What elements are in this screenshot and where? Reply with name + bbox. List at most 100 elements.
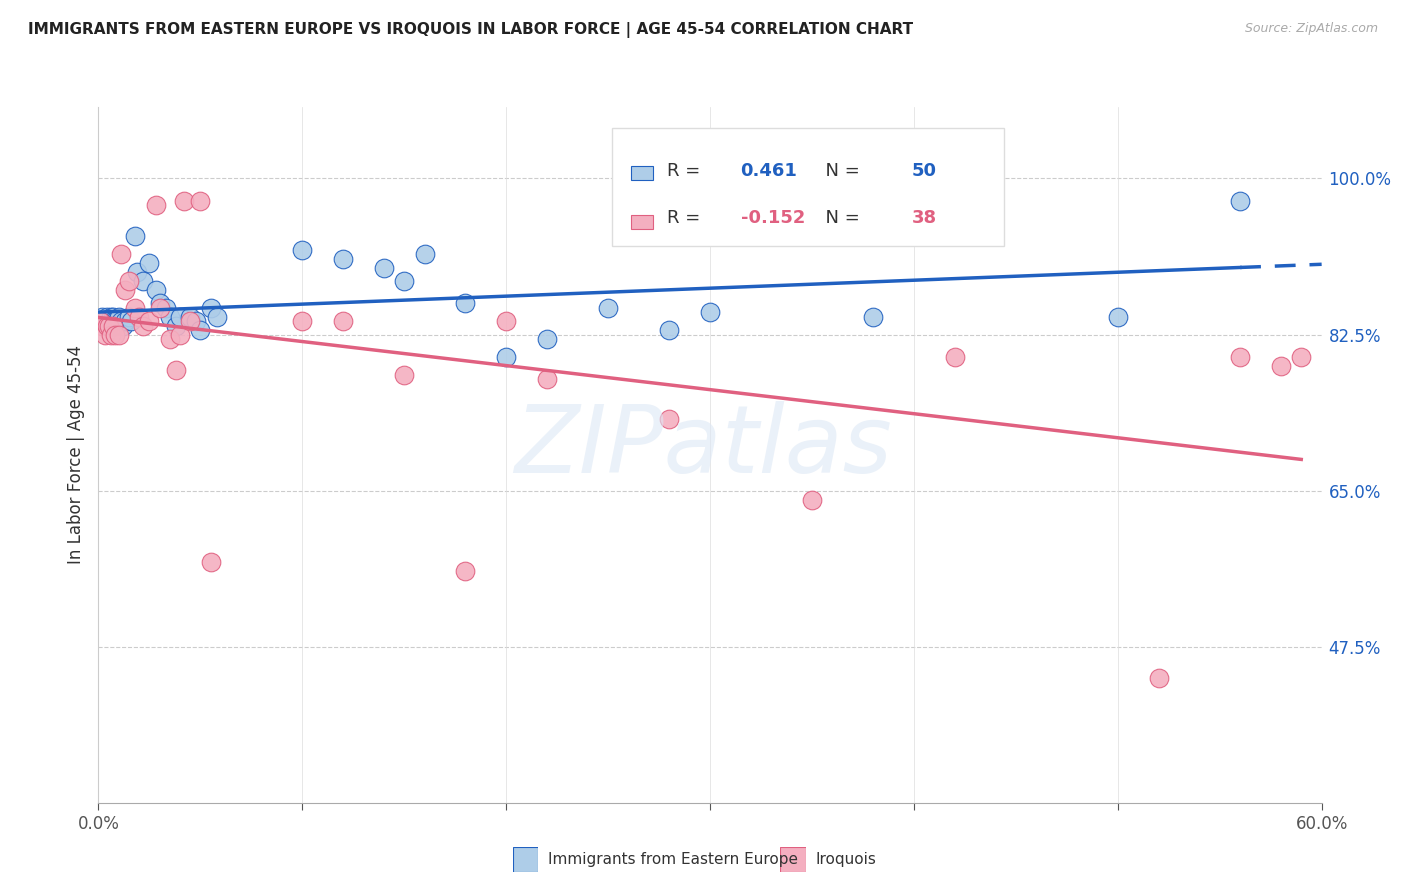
Text: 50: 50 <box>912 162 936 180</box>
Point <box>97 318 120 333</box>
Point <box>332 252 354 266</box>
Text: R =: R = <box>668 210 706 227</box>
Point <box>118 310 141 324</box>
Point <box>89 314 111 328</box>
Point <box>145 283 167 297</box>
Point <box>392 274 416 288</box>
Point <box>128 310 150 324</box>
Point <box>124 229 146 244</box>
Point <box>132 318 155 333</box>
Point <box>127 265 149 279</box>
Point <box>200 555 222 569</box>
Point <box>186 314 208 328</box>
Y-axis label: In Labor Force | Age 45-54: In Labor Force | Age 45-54 <box>66 345 84 565</box>
Point <box>91 318 114 333</box>
Text: R =: R = <box>668 162 706 180</box>
Point <box>801 492 824 507</box>
Point <box>101 318 124 333</box>
Point <box>179 310 201 324</box>
Text: 0.461: 0.461 <box>741 162 797 180</box>
Point <box>100 314 122 328</box>
Point <box>1107 310 1129 324</box>
Point <box>93 318 115 333</box>
Point <box>373 260 395 275</box>
Point <box>91 310 114 324</box>
Point <box>93 314 115 328</box>
Point <box>413 247 436 261</box>
Point <box>97 318 120 333</box>
Point <box>138 314 160 328</box>
Point <box>96 310 118 324</box>
Point <box>392 368 416 382</box>
Point <box>699 305 721 319</box>
Bar <box>630 166 652 180</box>
Point <box>188 194 212 208</box>
Point <box>801 225 824 239</box>
Point <box>1291 350 1313 364</box>
Point <box>943 350 966 364</box>
Text: 38: 38 <box>912 210 936 227</box>
Point <box>169 310 191 324</box>
Point <box>114 283 136 297</box>
Point <box>454 564 477 578</box>
Point <box>658 323 681 337</box>
Point <box>454 296 477 310</box>
Point <box>97 314 120 328</box>
Point <box>93 327 115 342</box>
Point <box>188 323 212 337</box>
Point <box>179 314 201 328</box>
Point <box>96 314 118 328</box>
Point <box>100 327 122 342</box>
Point <box>155 301 177 315</box>
Point <box>120 314 142 328</box>
Point <box>862 310 884 324</box>
Point <box>149 301 172 315</box>
Text: N =: N = <box>814 162 866 180</box>
Point <box>149 296 172 310</box>
Point <box>332 314 354 328</box>
Point <box>1270 359 1292 373</box>
Point <box>1147 671 1170 685</box>
Point <box>291 314 314 328</box>
Point <box>89 314 111 328</box>
Point <box>104 314 127 328</box>
Point <box>1229 194 1251 208</box>
Point <box>111 318 134 333</box>
Point <box>495 350 517 364</box>
Point <box>536 332 558 346</box>
Point <box>110 247 132 261</box>
Point <box>108 310 131 324</box>
Point <box>105 314 128 328</box>
Point <box>169 327 191 342</box>
Point <box>100 310 122 324</box>
Point <box>132 274 155 288</box>
Point <box>145 198 167 212</box>
Text: -0.152: -0.152 <box>741 210 806 227</box>
Point <box>165 363 187 377</box>
Text: Iroquois: Iroquois <box>815 853 876 867</box>
Bar <box>630 215 652 228</box>
Point <box>495 314 517 328</box>
Point <box>165 318 187 333</box>
Point <box>96 318 118 333</box>
Point <box>205 310 228 324</box>
Point <box>104 327 127 342</box>
Point <box>101 314 124 328</box>
Point <box>138 256 160 270</box>
Point <box>173 194 195 208</box>
Point <box>1229 350 1251 364</box>
Point <box>124 301 146 315</box>
Point <box>159 332 181 346</box>
Text: Immigrants from Eastern Europe: Immigrants from Eastern Europe <box>548 853 799 867</box>
Text: IMMIGRANTS FROM EASTERN EUROPE VS IROQUOIS IN LABOR FORCE | AGE 45-54 CORRELATIO: IMMIGRANTS FROM EASTERN EUROPE VS IROQUO… <box>28 22 914 38</box>
FancyBboxPatch shape <box>612 128 1004 246</box>
Point <box>110 314 132 328</box>
Text: ZIPatlas: ZIPatlas <box>515 401 891 491</box>
Text: N =: N = <box>814 210 866 227</box>
Point <box>200 301 222 315</box>
Point <box>101 310 124 324</box>
Point <box>291 243 314 257</box>
Point <box>114 314 136 328</box>
Point <box>118 274 141 288</box>
Point <box>108 327 131 342</box>
